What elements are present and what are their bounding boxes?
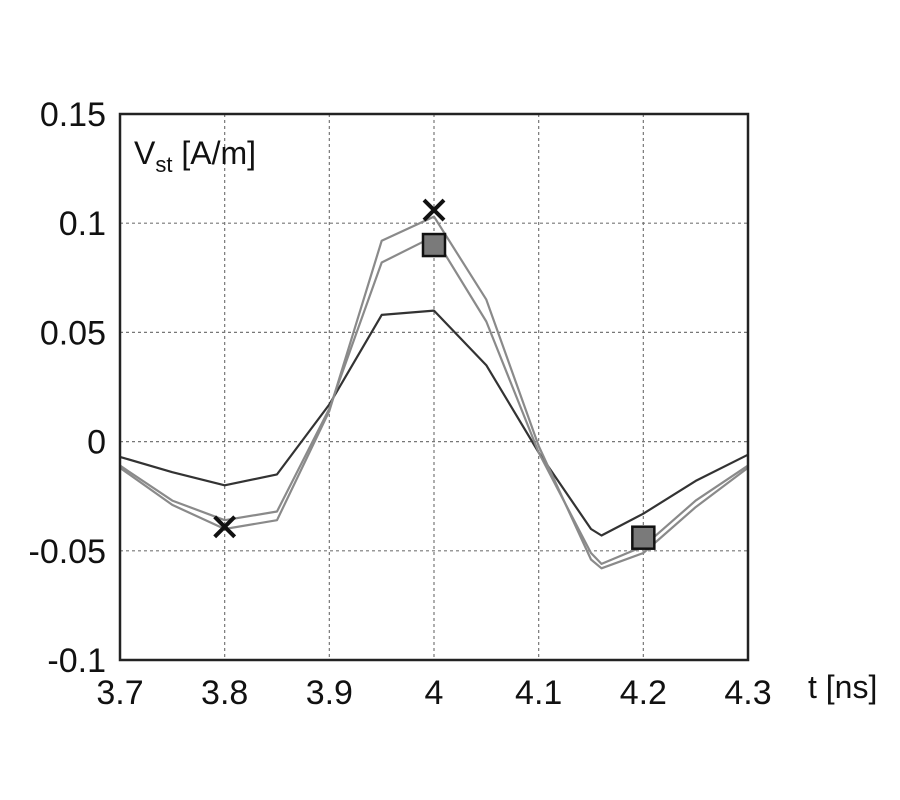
x-marker <box>213 515 237 539</box>
square-marker <box>421 232 447 258</box>
x-tick-label: 4.3 <box>724 674 771 712</box>
y-tick-label: 0.1 <box>59 205 106 243</box>
plot-frame <box>118 112 750 662</box>
series-line-1 <box>119 309 749 537</box>
x-tick-label: 4.1 <box>515 674 562 712</box>
y-tick-label: 0.15 <box>40 96 106 134</box>
data-markers <box>213 198 656 550</box>
square-marker <box>631 525 656 550</box>
y-axis-label-unit: [A/m] <box>172 135 256 171</box>
y-tick-label: 0.05 <box>40 314 106 352</box>
x-tick-label: 3.9 <box>306 674 353 712</box>
x-tick-label: 3.8 <box>201 674 248 712</box>
x-tick-label: 3.7 <box>96 674 143 712</box>
x-axis-label: t [ns] <box>808 669 877 705</box>
series-line-2 <box>119 235 749 566</box>
y-tick-label: -0.05 <box>29 533 107 571</box>
y-axis-label-sub: st <box>155 152 172 177</box>
x-tick-labels: 3.7 3.8 3.9 4 4.1 4.2 4.3 <box>96 674 771 712</box>
series-line-3 <box>119 215 749 570</box>
x-marker <box>422 198 446 222</box>
y-tick-labels: -0.1 -0.05 0 0.05 0.1 0.15 <box>29 96 107 680</box>
x-tick-label: 4.2 <box>620 674 667 712</box>
y-tick-label: -0.1 <box>47 642 106 680</box>
x-tick-label: 4 <box>425 674 444 712</box>
grid-lines <box>119 113 749 661</box>
y-tick-label: 0 <box>87 424 106 462</box>
y-axis-label: Vst [A/m] <box>134 135 256 177</box>
y-axis-label-base: V <box>134 135 156 171</box>
